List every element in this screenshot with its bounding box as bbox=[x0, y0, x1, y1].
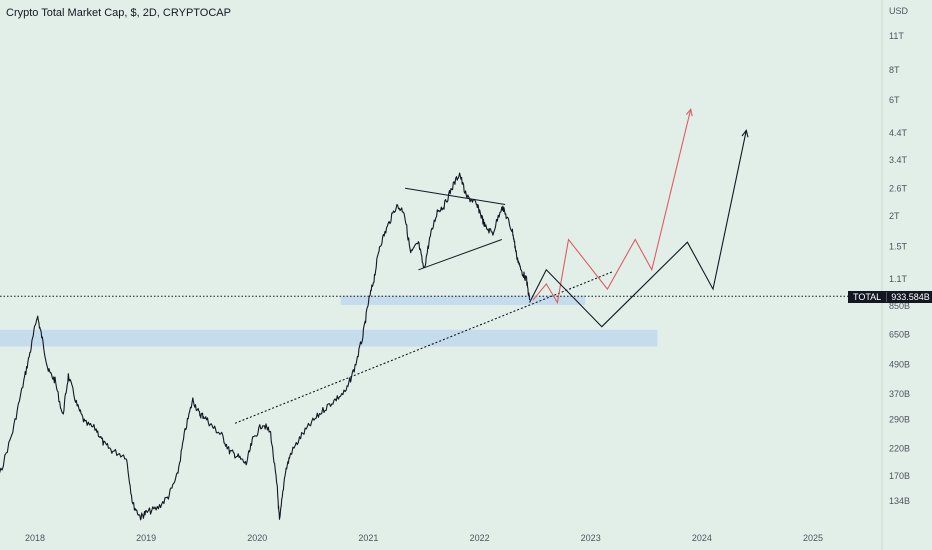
price-tick-label: 8T bbox=[889, 65, 900, 75]
time-tick-label: 2023 bbox=[581, 533, 601, 543]
last-price-tag: TOTAL 933.584B bbox=[848, 291, 932, 303]
triangle-upper-line bbox=[405, 187, 506, 205]
price-tick-label: 850B bbox=[889, 301, 910, 311]
time-tick-label: 2020 bbox=[247, 533, 267, 543]
currency-label: USD bbox=[889, 6, 909, 16]
price-tick-label: 170B bbox=[889, 471, 910, 481]
price-tick-label: 490B bbox=[889, 359, 910, 369]
support-zone-2 bbox=[340, 295, 586, 305]
projection-red-arrowhead bbox=[685, 108, 693, 117]
axis-ticks: USD 11T 8T 6T 4.4T 3.4T 2.6T 2T 1.5T 1.1T 850B 650B… bbox=[25, 6, 910, 543]
price-series bbox=[0, 172, 531, 521]
time-tick-label: 2019 bbox=[136, 533, 156, 543]
price-tick-label: 220B bbox=[889, 444, 910, 454]
price-tick-label: 290B bbox=[889, 415, 910, 425]
chart-title: Crypto Total Market Cap, $, 2D, CRYPTOCA… bbox=[6, 7, 231, 19]
price-tick-label: 1.5T bbox=[889, 241, 908, 251]
dotted-trendline bbox=[234, 271, 614, 424]
support-zones bbox=[0, 295, 658, 347]
projection-black-arrowhead bbox=[741, 129, 749, 138]
time-tick-label: 2022 bbox=[470, 533, 490, 543]
projection-black-path bbox=[529, 130, 747, 328]
triangle-lower-line bbox=[418, 239, 502, 271]
price-tick-label: 1.1T bbox=[889, 274, 908, 284]
last-price-value: 933.584B bbox=[891, 292, 930, 302]
price-tick-label: 2T bbox=[889, 211, 900, 221]
price-tick-label: 2.6T bbox=[889, 183, 908, 193]
support-zone-1 bbox=[0, 329, 658, 347]
price-tick-label: 6T bbox=[889, 95, 900, 105]
price-tick-label: 650B bbox=[889, 330, 910, 340]
time-tick-label: 2024 bbox=[692, 533, 712, 543]
price-tick-label: 11T bbox=[889, 31, 904, 41]
last-price-symbol: TOTAL bbox=[848, 292, 888, 302]
drawing-lines bbox=[0, 187, 882, 424]
time-tick-label: 2025 bbox=[803, 533, 823, 543]
price-tick-label: 4.4T bbox=[889, 128, 908, 138]
projection-red-path bbox=[532, 109, 692, 305]
price-tick-label: 370B bbox=[889, 389, 910, 399]
total-market-cap-series bbox=[0, 172, 531, 521]
price-tick-label: 3.4T bbox=[889, 155, 908, 165]
time-tick-label: 2021 bbox=[358, 533, 378, 543]
projection-paths bbox=[529, 108, 749, 328]
time-tick-label: 2018 bbox=[25, 533, 45, 543]
price-tick-label: 134B bbox=[889, 496, 910, 506]
